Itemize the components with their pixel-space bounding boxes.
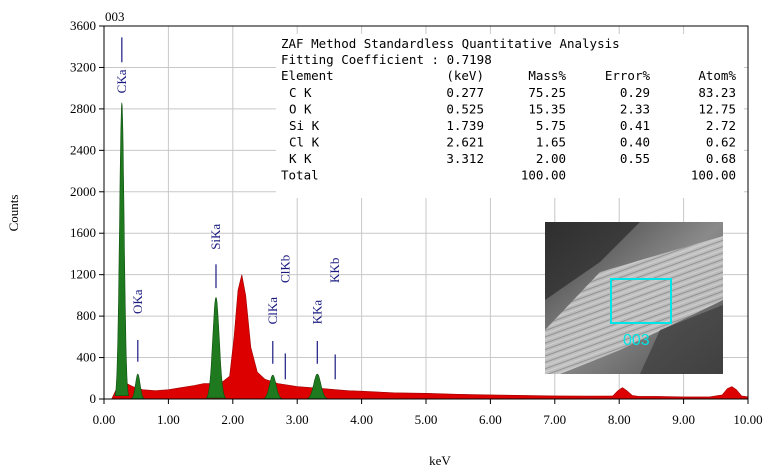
quant-table-cell: 0.68 (706, 151, 736, 166)
quant-table-cell: K K (289, 151, 312, 166)
x-tick-label: 1.00 (157, 412, 180, 427)
quant-table-cell: 100.00 (521, 168, 566, 183)
y-tick-label: 400 (77, 350, 97, 365)
y-axis-ticks: 0 400 800 1200 1600 2000 2400 2800 3200 3600 (70, 18, 104, 406)
y-tick-label: 1200 (70, 267, 96, 282)
quant-table-header-cell: Error% (605, 68, 651, 83)
quant-table-cell: 100.00 (691, 168, 736, 183)
quant-table-cell: 0.41 (620, 118, 650, 133)
y-tick-label: 3200 (70, 59, 96, 74)
quant-table-cell: O K (289, 102, 312, 117)
red-spectrum (111, 274, 749, 400)
quant-table-cell: 15.35 (528, 102, 566, 117)
element-peak (306, 373, 328, 399)
peak-label: ClKa (265, 297, 280, 325)
quant-table-header: Element (keV) Mass% Error% Atom% (281, 68, 736, 83)
quant-table-cell: 0.525 (446, 102, 484, 117)
y-tick-label: 2000 (70, 184, 96, 199)
quant-table-cell: 0.55 (620, 151, 650, 166)
quant-table-cell: 2.72 (706, 118, 736, 133)
red-spectrum-area (111, 274, 749, 400)
quant-table-fitting: Fitting Coefficient : 0.7198 (281, 52, 492, 67)
quant-table-cell: 0.40 (620, 135, 650, 150)
peak-markers (121, 37, 336, 380)
spectrum-label: 003 (105, 9, 125, 24)
quant-table-cell: 1.65 (536, 135, 566, 150)
quant-table-cell: 1.739 (446, 118, 484, 133)
quant-table-cell: 12.75 (698, 102, 736, 117)
peak-label: KKa (309, 300, 324, 325)
quant-table-cell: 2.33 (620, 102, 650, 117)
x-tick-label: 2.00 (221, 412, 244, 427)
y-tick-label: 3600 (70, 18, 96, 33)
y-axis-label: Counts (6, 195, 21, 232)
element-peak (205, 296, 227, 399)
x-tick-label: 8.00 (608, 412, 631, 427)
y-tick-label: 2800 (70, 101, 96, 116)
x-tick-label: 3.00 (286, 412, 309, 427)
quant-table-header-cell: (keV) (446, 68, 484, 83)
quant-table-bg (276, 34, 744, 198)
quant-table-header-cell: Mass% (528, 68, 566, 83)
quant-table-cell: 5.75 (536, 118, 566, 133)
peak-label: SiKa (208, 224, 223, 250)
quant-table-cell: 83.23 (698, 85, 736, 100)
quant-table: ZAF Method Standardless Quantitative Ana… (276, 34, 744, 198)
y-tick-label: 800 (77, 308, 97, 323)
x-axis-ticks: 0.00 1.00 2.00 3.00 4.00 5.00 6.00 7.00 8.00 9.00… (93, 399, 763, 427)
x-tick-label: 5.00 (415, 412, 438, 427)
peak-label: OKa (130, 289, 145, 314)
x-tick-label: 9.00 (672, 412, 695, 427)
element-peak (130, 373, 145, 399)
sem-dark-region (545, 222, 640, 300)
peak-label: CKa (114, 69, 129, 93)
x-tick-label: 4.00 (350, 412, 373, 427)
sem-box-label: 003 (623, 332, 650, 349)
quant-table-header-cell: Element (281, 68, 334, 83)
y-tick-label: 2400 (70, 142, 96, 157)
sem-analysis-box (610, 278, 672, 324)
quant-table-cell: Total (281, 168, 319, 183)
quant-table-rows: C K 0.277 75.25 0.29 83.23 O K 0.525 15.35 2.33 1… (281, 85, 736, 183)
quant-table-cell: Si K (289, 118, 320, 133)
sem-inset: 003 (545, 222, 723, 374)
quant-table-header-cell: Atom% (698, 68, 736, 83)
x-tick-label: 6.00 (479, 412, 502, 427)
y-tick-label: 1600 (70, 225, 96, 240)
peak-label: ClKb (277, 255, 292, 283)
quant-table-cell: 75.25 (528, 85, 566, 100)
x-axis-label: keV (429, 453, 451, 468)
quant-table-cell: 2.00 (536, 151, 566, 166)
quant-table-title: ZAF Method Standardless Quantitative Ana… (281, 36, 620, 51)
peak-label: KKb (327, 258, 342, 283)
peak-labels: CKa OKa SiKa ClKa ClKb KKa KKb (114, 69, 342, 324)
x-tick-label: 7.00 (543, 412, 566, 427)
element-peak (114, 102, 129, 396)
quant-table-cell: 2.621 (446, 135, 484, 150)
element-peak (263, 374, 283, 399)
quant-table-cell: 0.277 (446, 85, 484, 100)
sem-dark-region-2 (640, 305, 723, 374)
x-tick-label: 10.00 (733, 412, 762, 427)
quant-table-cell: 0.29 (620, 85, 650, 100)
quant-table-cell: C K (289, 85, 312, 100)
quant-table-cell: 0.62 (706, 135, 736, 150)
quant-table-cell: 3.312 (446, 151, 484, 166)
quant-table-cell: Cl K (289, 135, 320, 150)
sem-fiber-texture (545, 236, 723, 374)
x-tick-label: 0.00 (93, 412, 116, 427)
y-tick-label: 0 (90, 391, 97, 406)
green-peaks (114, 102, 328, 399)
